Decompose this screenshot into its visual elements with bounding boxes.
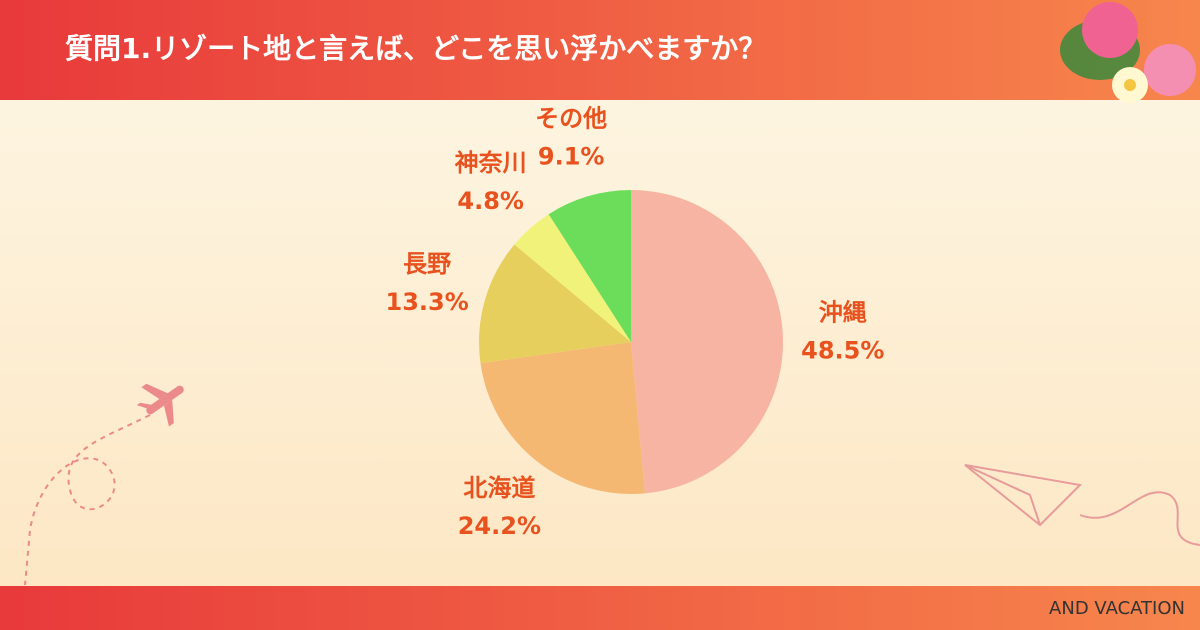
pie-slice: [548, 190, 631, 342]
header-bar: [0, 0, 1200, 100]
pie-slice: [479, 244, 631, 364]
slice-label: 北海道: [463, 474, 535, 502]
slice-value: 13.3%: [386, 288, 469, 316]
pie-slice: [514, 214, 631, 342]
slice-label: 神奈川: [455, 149, 527, 177]
paper-plane: [964, 464, 1200, 546]
slice-value: 9.1%: [538, 143, 605, 171]
footer-bar: [0, 586, 1200, 630]
slice-value: 24.2%: [458, 512, 541, 540]
airplane: [136, 383, 184, 427]
slice-label: 沖縄: [819, 298, 867, 326]
pie-slice: [631, 190, 783, 494]
slice-label: その他: [535, 105, 607, 133]
slice-label: 長野: [403, 250, 451, 278]
pie-slice: [480, 342, 645, 494]
brand: AND VACATION: [1049, 598, 1185, 619]
slice-value: 4.8%: [457, 187, 524, 215]
flight-path: [24, 414, 151, 586]
chart-title: 質問1.リゾート地と言えば、どこを思い浮かべますか？: [65, 32, 766, 65]
flowers: [1060, 2, 1196, 103]
slice-value: 48.5%: [801, 336, 884, 364]
